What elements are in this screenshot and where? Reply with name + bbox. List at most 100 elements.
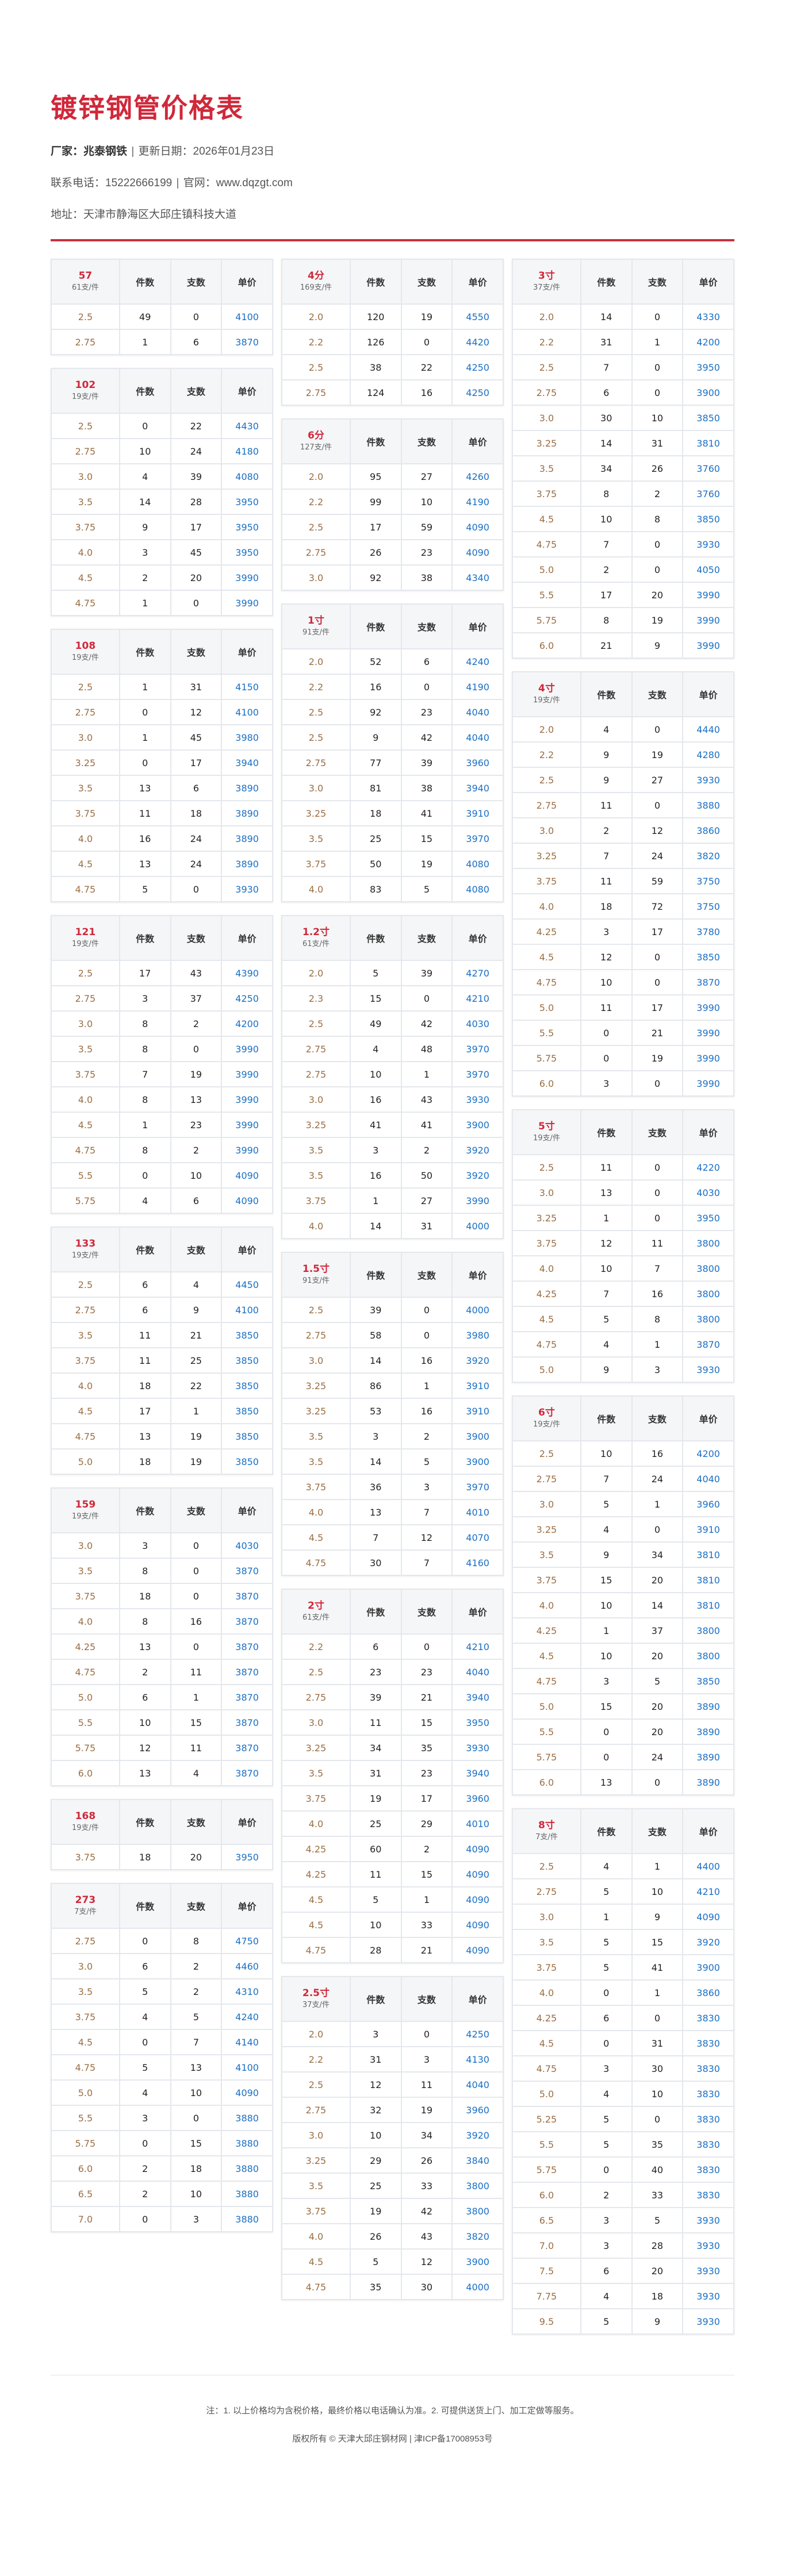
unit-price: 3990 bbox=[683, 1021, 733, 1045]
pieces-per-bundle: 19支/件 bbox=[71, 653, 99, 662]
price-column: 4分 169支/件 件数 支数 单价 2.0 120 19 4550 2.2 126 0 4420 2.5… bbox=[281, 259, 504, 2300]
unit-price: 3890 bbox=[222, 801, 272, 825]
wall-thickness: 3.25 bbox=[513, 1517, 580, 1541]
page-title: 镀锌钢管价格表 bbox=[51, 93, 244, 123]
wall-thickness: 4.5 bbox=[52, 566, 119, 590]
piece-count: 19 bbox=[171, 1424, 221, 1448]
bundle-count: 77 bbox=[350, 751, 401, 775]
piece-count: 11 bbox=[171, 1660, 221, 1684]
unit-price: 4440 bbox=[683, 717, 733, 741]
piece-count: 26 bbox=[401, 2148, 452, 2173]
unit-price: 4750 bbox=[222, 1929, 272, 1953]
wall-thickness: 5.75 bbox=[513, 1745, 580, 1769]
bundle-count: 7 bbox=[581, 1282, 631, 1306]
wall-thickness: 3.0 bbox=[282, 1348, 350, 1372]
bundle-count: 95 bbox=[350, 464, 401, 489]
unit-price: 4400 bbox=[683, 1854, 733, 1878]
wall-thickness: 4.0 bbox=[282, 2224, 350, 2248]
piece-count: 28 bbox=[171, 490, 221, 514]
wall-thickness: 3.75 bbox=[513, 869, 580, 893]
bundle-count: 2 bbox=[120, 2156, 170, 2181]
table-header: 102 19支/件 件数 支数 单价 bbox=[52, 369, 272, 413]
piece-count: 22 bbox=[401, 355, 452, 379]
table-row: 4.75 35 30 4000 bbox=[282, 2275, 503, 2299]
table-row: 2.5 92 23 4040 bbox=[282, 700, 503, 724]
wall-thickness: 2.75 bbox=[513, 793, 580, 817]
wall-thickness: 3.5 bbox=[282, 1450, 350, 1474]
column-header-pieces: 支数 bbox=[171, 1800, 221, 1844]
site-link[interactable]: www.dqzgt.com bbox=[216, 177, 293, 189]
wall-thickness: 4.5 bbox=[513, 945, 580, 969]
spec-name: 57 bbox=[78, 270, 93, 282]
unit-price: 3920 bbox=[453, 1138, 503, 1162]
maker-label: 厂家： bbox=[51, 145, 84, 157]
bundle-count: 0 bbox=[581, 1720, 631, 1744]
piece-count: 37 bbox=[171, 986, 221, 1010]
piece-count: 0 bbox=[401, 2022, 452, 2046]
phone-number[interactable]: 15222666199 bbox=[105, 177, 173, 189]
bundle-count: 2 bbox=[120, 1660, 170, 1684]
piece-count: 39 bbox=[401, 961, 452, 985]
bundle-count: 4 bbox=[120, 2081, 170, 2105]
table-body: 3.75 18 20 3950 bbox=[52, 1845, 272, 1869]
unit-price: 3920 bbox=[453, 1348, 503, 1372]
table-row: 2.75 124 16 4250 bbox=[282, 380, 503, 405]
table-row: 2.5 23 23 4040 bbox=[282, 1660, 503, 1684]
column-header-count: 件数 bbox=[581, 672, 631, 716]
column-header-count: 件数 bbox=[581, 260, 631, 303]
spec-cell: 3寸 37支/件 bbox=[513, 260, 580, 303]
bundle-count: 3 bbox=[581, 920, 631, 944]
table-row: 4.0 13 7 4010 bbox=[282, 1500, 503, 1524]
bundle-count: 6 bbox=[120, 1272, 170, 1297]
table-header: 1寸 91支/件 件数 支数 单价 bbox=[282, 605, 503, 648]
wall-thickness: 2.75 bbox=[52, 330, 119, 354]
bundle-count: 0 bbox=[120, 2030, 170, 2054]
unit-price: 3850 bbox=[222, 1450, 272, 1474]
unit-price: 3870 bbox=[222, 1559, 272, 1583]
wall-thickness: 3.75 bbox=[282, 852, 350, 876]
bundle-count: 11 bbox=[120, 1348, 170, 1372]
column-header-count: 件数 bbox=[350, 916, 401, 960]
bundle-count: 29 bbox=[350, 2148, 401, 2173]
unit-price: 4090 bbox=[453, 1862, 503, 1886]
table-row: 2.2 9 19 4280 bbox=[513, 743, 733, 767]
unit-price: 4240 bbox=[453, 649, 503, 674]
piece-count: 19 bbox=[632, 743, 683, 767]
column-header-count: 件数 bbox=[120, 1228, 170, 1271]
wall-thickness: 2.0 bbox=[282, 961, 350, 985]
table-row: 2.5 49 0 4100 bbox=[52, 305, 272, 329]
wall-thickness: 3.5 bbox=[52, 1559, 119, 1583]
wall-thickness: 3.25 bbox=[282, 1113, 350, 1137]
piece-count: 15 bbox=[171, 1710, 221, 1735]
footer: 注：1. 以上价格均为含税价格，最终价格以电话确认为准。2. 可提供送货上门、加… bbox=[51, 2375, 734, 2467]
unit-price: 3830 bbox=[683, 2082, 733, 2106]
bundle-count: 7 bbox=[581, 355, 631, 379]
bundle-count: 5 bbox=[581, 2309, 631, 2333]
unit-price: 3930 bbox=[683, 2208, 733, 2232]
table-row: 2.75 11 0 3880 bbox=[513, 793, 733, 817]
piece-count: 1 bbox=[171, 1399, 221, 1423]
wall-thickness: 3.0 bbox=[282, 566, 350, 590]
bundle-count: 8 bbox=[120, 1138, 170, 1162]
piece-count: 2 bbox=[401, 1424, 452, 1448]
unit-price: 3870 bbox=[222, 1660, 272, 1684]
wall-thickness: 4.0 bbox=[52, 1087, 119, 1112]
table-header: 159 19支/件 件数 支数 单价 bbox=[52, 1489, 272, 1532]
wall-thickness: 3.0 bbox=[52, 1012, 119, 1036]
unit-price: 3810 bbox=[683, 1593, 733, 1617]
bundle-count: 1 bbox=[120, 330, 170, 354]
bundle-count: 60 bbox=[350, 1837, 401, 1861]
unit-price: 3990 bbox=[683, 995, 733, 1020]
piece-count: 18 bbox=[171, 2156, 221, 2181]
bundle-count: 10 bbox=[581, 1441, 631, 1466]
wall-thickness: 4.25 bbox=[513, 2006, 580, 2030]
unit-price: 3940 bbox=[222, 751, 272, 775]
table-row: 2.3 15 0 4210 bbox=[282, 986, 503, 1010]
table-row: 7.75 4 18 3930 bbox=[513, 2284, 733, 2308]
table-row: 3.25 14 31 3810 bbox=[513, 431, 733, 455]
bundle-count: 4 bbox=[581, 1517, 631, 1541]
wall-thickness: 3.5 bbox=[282, 1424, 350, 1448]
piece-count: 0 bbox=[632, 1071, 683, 1095]
spec-cell: 8寸 7支/件 bbox=[513, 1809, 580, 1853]
piece-count: 1 bbox=[632, 1854, 683, 1878]
